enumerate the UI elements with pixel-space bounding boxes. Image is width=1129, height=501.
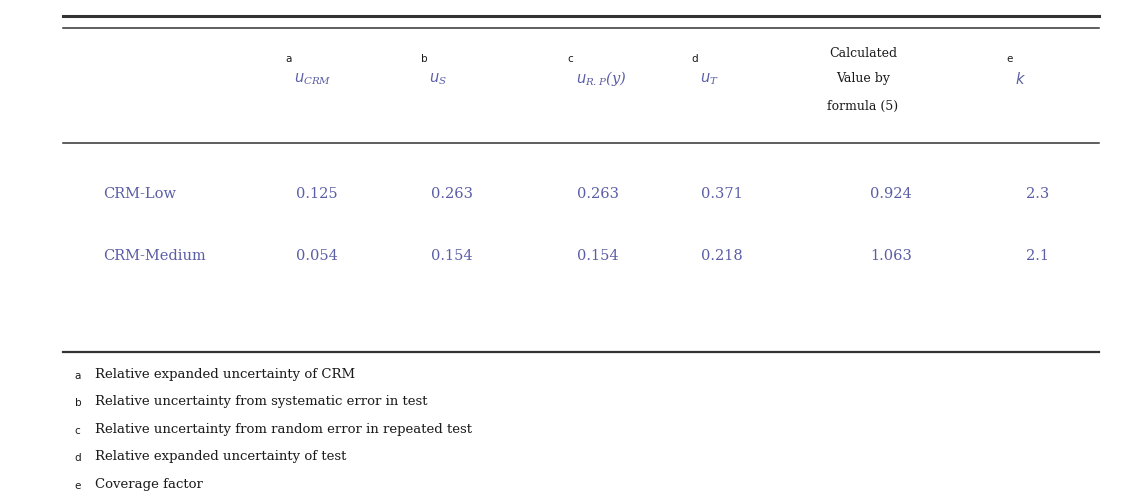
Text: 0.154: 0.154 — [577, 248, 619, 263]
Text: 0.924: 0.924 — [870, 186, 912, 200]
Text: Relative uncertainty from random error in repeated test: Relative uncertainty from random error i… — [95, 422, 472, 435]
Text: $\mathregular{a}$: $\mathregular{a}$ — [286, 54, 292, 64]
Text: $k$: $k$ — [1015, 71, 1026, 87]
Text: Calculated: Calculated — [829, 47, 898, 60]
Text: Value by: Value by — [835, 72, 890, 85]
Text: d: d — [75, 452, 81, 462]
Text: formula (5): formula (5) — [828, 100, 899, 113]
Text: 0.054: 0.054 — [296, 248, 338, 263]
Text: 0.125: 0.125 — [296, 186, 338, 200]
Text: a: a — [75, 370, 81, 380]
Text: $\mathregular{c}$: $\mathregular{c}$ — [567, 54, 574, 64]
Text: CRM-Low: CRM-Low — [103, 186, 176, 200]
Text: 0.371: 0.371 — [701, 186, 743, 200]
Text: 0.263: 0.263 — [577, 186, 620, 200]
Text: Relative uncertainty from systematic error in test: Relative uncertainty from systematic err… — [95, 394, 428, 407]
Text: $u_{\mathregular{T}}$: $u_{\mathregular{T}}$ — [700, 71, 718, 87]
Text: $\mathregular{e}$: $\mathregular{e}$ — [1006, 54, 1014, 64]
Text: Coverage factor: Coverage factor — [95, 476, 203, 489]
Text: 1.063: 1.063 — [870, 248, 912, 263]
Text: $u_{\mathregular{CRM}}$: $u_{\mathregular{CRM}}$ — [295, 71, 332, 87]
Text: $u_{\mathregular{R.P}}\mathregular{(y)}$: $u_{\mathregular{R.P}}\mathregular{(y)}$ — [576, 69, 627, 88]
Text: c: c — [75, 425, 80, 435]
Text: b: b — [75, 397, 81, 407]
Text: Relative expanded uncertainty of test: Relative expanded uncertainty of test — [95, 449, 347, 462]
Text: Relative expanded uncertainty of CRM: Relative expanded uncertainty of CRM — [95, 367, 355, 380]
Text: $\mathregular{b}$: $\mathregular{b}$ — [420, 52, 428, 64]
Text: 0.154: 0.154 — [431, 248, 473, 263]
Text: 0.218: 0.218 — [701, 248, 743, 263]
Text: $\mathregular{d}$: $\mathregular{d}$ — [691, 52, 699, 64]
Text: $u_{\mathregular{S}}$: $u_{\mathregular{S}}$ — [429, 71, 447, 87]
Text: 2.1: 2.1 — [1026, 248, 1049, 263]
Text: CRM-Medium: CRM-Medium — [103, 248, 205, 263]
Text: e: e — [75, 479, 81, 489]
Text: 2.3: 2.3 — [1026, 186, 1049, 200]
Text: 0.263: 0.263 — [431, 186, 473, 200]
